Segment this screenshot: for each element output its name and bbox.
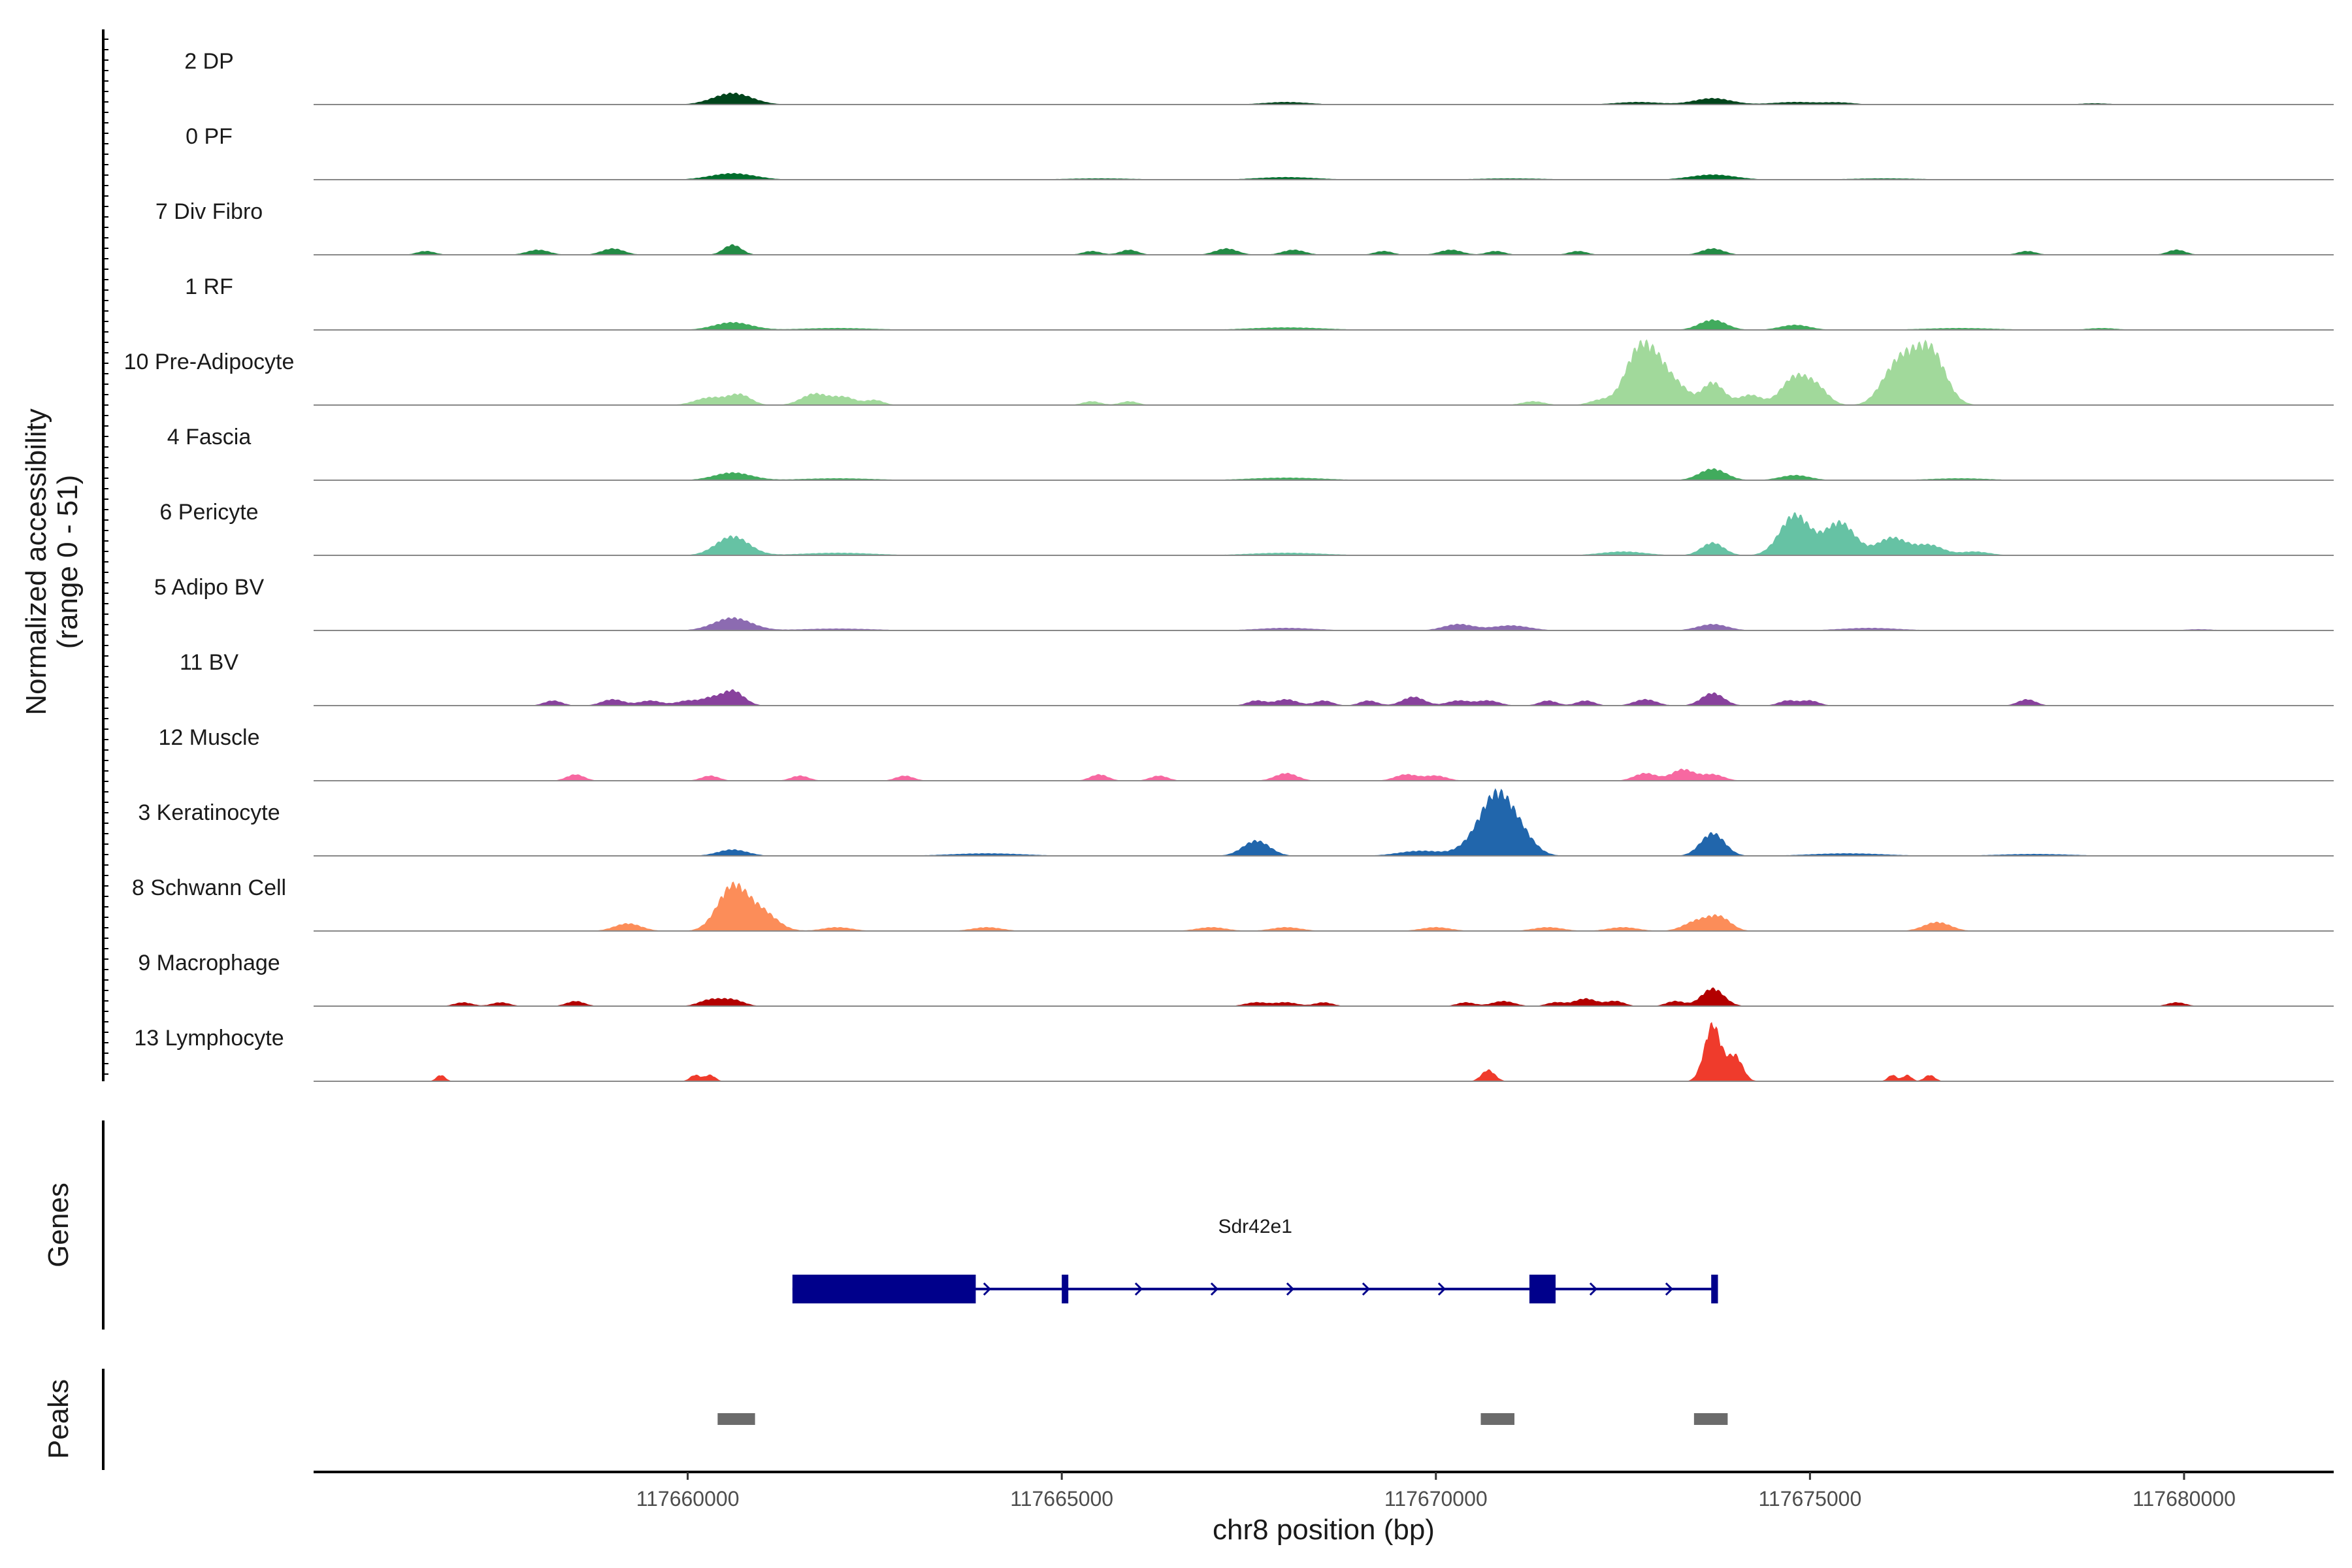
gene-strand-arrow <box>1134 1282 1143 1296</box>
x-tick-label: 117680000 <box>2132 1487 2236 1511</box>
coverage-area-2-dp <box>314 92 2334 105</box>
coverage-area-4-fascia <box>314 468 2334 480</box>
track-label-8-schwann-cell: 8 Schwann Cell <box>132 875 286 900</box>
coverage-area-11-bv <box>314 689 2334 706</box>
x-axis-title: chr8 position (bp) <box>1213 1514 1435 1546</box>
y-axis-title-line2: (range 0 - 51) <box>52 475 84 649</box>
track-label-9-macrophage: 9 Macrophage <box>138 951 280 975</box>
track-5-adipo-bv: 5 Adipo BV <box>154 575 2334 631</box>
gene-strand-arrow <box>1665 1282 1674 1296</box>
gene-exon <box>1711 1275 1718 1303</box>
coverage-area-5-adipo-bv <box>314 617 2334 630</box>
track-6-pericyte: 6 Pericyte <box>159 500 2334 556</box>
track-label-11-bv: 11 BV <box>180 650 238 675</box>
peak-region <box>1693 1413 1728 1425</box>
track-11-bv: 11 BV <box>180 650 2334 706</box>
y-axis-title-line1: Normalized accessibility <box>20 408 52 715</box>
gene-strand-arrow <box>1286 1282 1295 1296</box>
coverage-area-8-schwann-cell <box>314 881 2334 931</box>
gene-exon <box>1529 1275 1556 1303</box>
gene-exon <box>1062 1275 1069 1303</box>
coverage-area-0-pf <box>314 172 2334 180</box>
coverage-area-9-macrophage <box>314 987 2334 1006</box>
track-0-pf: 0 PF <box>186 124 2334 180</box>
track-label-2-dp: 2 DP <box>184 49 234 74</box>
track-12-muscle: 12 Muscle <box>159 725 2334 781</box>
track-label-10-pre-adipocyte: 10 Pre-Adipocyte <box>124 350 295 374</box>
gene-strand-arrow <box>1362 1282 1371 1296</box>
peak-region <box>1480 1413 1515 1425</box>
track-label-4-fascia: 4 Fascia <box>167 425 252 449</box>
track-label-1-rf: 1 RF <box>185 274 233 299</box>
coverage-area-12-muscle <box>314 768 2334 781</box>
coverage-area-1-rf <box>314 319 2334 330</box>
track-3-keratinocyte: 3 Keratinocyte <box>138 788 2334 857</box>
gene-exon <box>792 1275 976 1303</box>
track-label-3-keratinocyte: 3 Keratinocyte <box>138 800 280 825</box>
x-axis-ticks: 117660000 117665000 117670000 117675000 1176… <box>636 1472 2236 1511</box>
track-8-schwann-cell: 8 Schwann Cell <box>132 875 2334 932</box>
x-tick-label: 117670000 <box>1384 1487 1488 1511</box>
gene-strand-arrow <box>1210 1282 1219 1296</box>
coverage-tracks: 2 DP 0 PF 7 Div Fibro 1 RF 10 Pre-Adipocyte 4… <box>124 49 2334 1082</box>
track-4-fascia: 4 Fascia <box>167 425 2334 481</box>
gene-label-sdr42e1: Sdr42e1 <box>1218 1216 1292 1237</box>
coverage-area-13-lymphocyte <box>314 1022 2334 1081</box>
gene-annotation-track: Sdr42e1 <box>792 1216 1718 1303</box>
gene-strand-arrow <box>1589 1282 1598 1296</box>
x-tick-label: 117675000 <box>1758 1487 1861 1511</box>
coverage-area-6-pericyte <box>314 512 2334 555</box>
track-label-13-lymphocyte: 13 Lymphocyte <box>134 1026 284 1051</box>
track-label-12-muscle: 12 Muscle <box>159 725 260 750</box>
coverage-area-3-keratinocyte <box>314 788 2334 856</box>
track-1-rf: 1 RF <box>185 274 2334 331</box>
track-label-0-pf: 0 PF <box>186 124 233 149</box>
track-label-7-div-fibro: 7 Div Fibro <box>155 199 263 224</box>
coverage-area-10-pre-adipocyte <box>314 339 2334 405</box>
peak-region <box>717 1413 755 1425</box>
track-10-pre-adipocyte: 10 Pre-Adipocyte <box>124 339 2334 406</box>
x-tick-label: 117665000 <box>1010 1487 1113 1511</box>
track-2-dp: 2 DP <box>184 49 2334 105</box>
x-tick-label: 117660000 <box>636 1487 740 1511</box>
coverage-area-7-div-fibro <box>314 244 2334 255</box>
genes-panel-title: Genes <box>42 1183 74 1267</box>
track-label-5-adipo-bv: 5 Adipo BV <box>154 575 265 600</box>
gene-strand-arrow <box>983 1282 992 1296</box>
track-9-macrophage: 9 Macrophage <box>138 951 2334 1007</box>
track-label-6-pericyte: 6 Pericyte <box>159 500 258 525</box>
peaks-panel-title: Peaks <box>42 1379 74 1459</box>
track-7-div-fibro: 7 Div Fibro <box>155 199 2334 255</box>
peak-region-track <box>717 1413 1728 1425</box>
coverage-y-ticks <box>103 39 108 1075</box>
track-13-lymphocyte: 13 Lymphocyte <box>134 1022 2334 1082</box>
gene-strand-arrow <box>1437 1282 1446 1296</box>
